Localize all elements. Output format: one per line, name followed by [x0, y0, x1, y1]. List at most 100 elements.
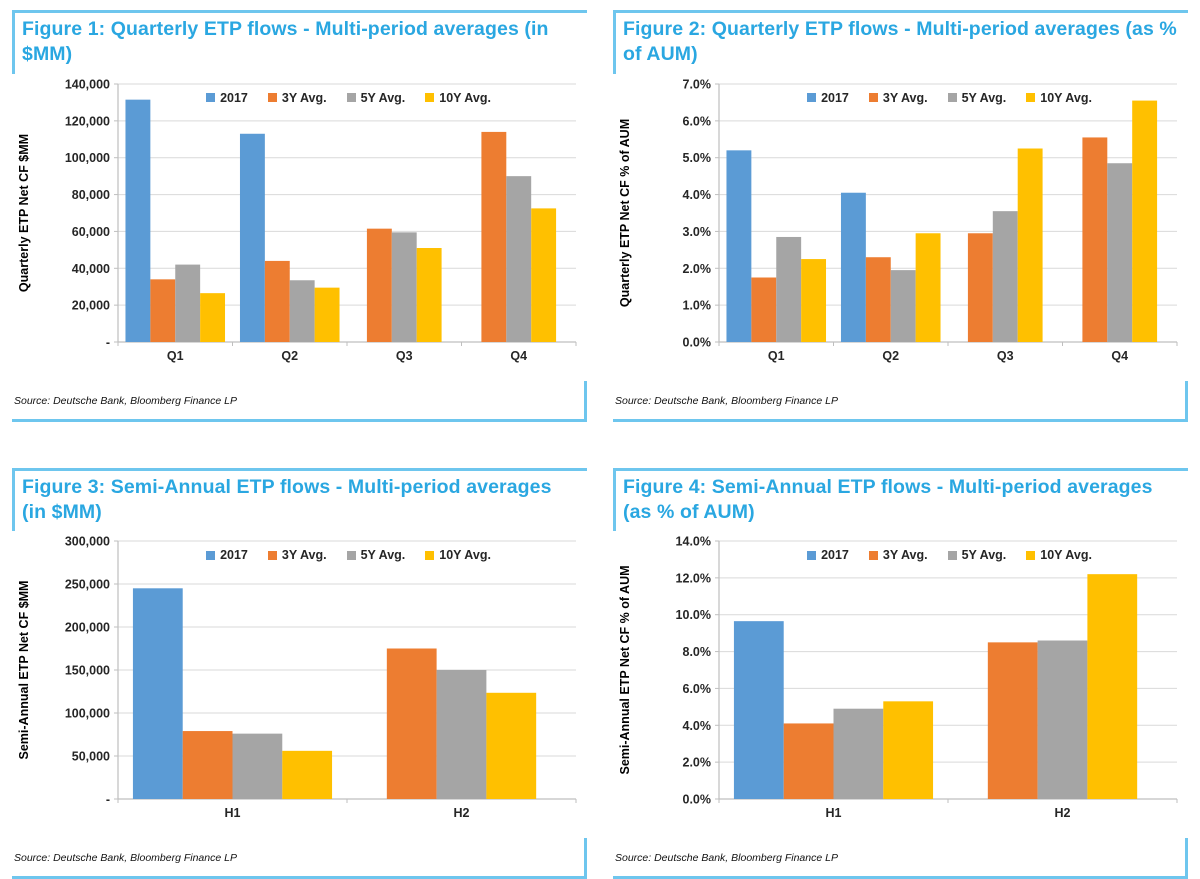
bar-10y-avg--q1	[200, 292, 226, 342]
x-tick-label: Q4	[510, 349, 527, 363]
bar-5y-avg--q4	[506, 175, 532, 342]
bar-3y-avg--h2	[386, 648, 437, 800]
bar-5y-avg--q3	[992, 210, 1018, 342]
y-axis-ticks: - 20,000 40,000 60,000 80,000 100,000 120,000 1…	[65, 77, 118, 349]
x-tick-label: H1	[225, 806, 241, 820]
y-tick-label: 6.0%	[683, 682, 712, 696]
y-axis-title: Semi-Annual ETP Net CF % of AUM	[618, 566, 632, 775]
bar-5y-avg--h1	[232, 734, 283, 800]
bar-3y-avg--q3	[366, 228, 392, 342]
bar-10y-avg--h2	[1087, 574, 1138, 800]
x-tick-label: H2	[454, 806, 470, 820]
y-tick-label: 140,000	[65, 78, 110, 92]
bar-chart-canvas: - 50,000 100,000 150,000 200,000 250,000 300,0…	[17, 535, 577, 820]
x-tick-label: Q2	[882, 349, 899, 363]
bar-10y-avg--q4	[1132, 100, 1158, 342]
figure-2-source: Source: Deutsche Bank, Bloomberg Finance…	[615, 394, 838, 407]
y-tick-label: 150,000	[65, 664, 110, 678]
x-tick-label: Q1	[167, 349, 184, 363]
bar-3y-avg--h1	[783, 723, 834, 800]
bar-5y-avg--h2	[1037, 640, 1088, 800]
bar-2017-q2	[239, 133, 265, 342]
figure-3-panel: Figure 3: Semi-Annual ETP flows - Multi-…	[12, 467, 587, 879]
y-tick-label: -	[106, 335, 110, 349]
y-tick-label: 100,000	[65, 151, 110, 165]
x-tick-label: Q3	[997, 349, 1014, 363]
bar-3y-avg--h1	[182, 731, 233, 800]
figure-4-panel: Figure 4: Semi-Annual ETP flows - Multi-…	[613, 467, 1188, 879]
y-tick-label: 100,000	[65, 707, 110, 721]
y-axis-ticks: 0.0% 2.0% 4.0% 6.0% 8.0% 10.0% 12.0% 14.0%	[676, 535, 719, 807]
y-tick-label: -	[106, 793, 110, 807]
y-axis-ticks: 0.0% 1.0% 2.0% 3.0% 4.0% 5.0% 6.0% 7.0%	[683, 77, 719, 349]
figure-1-chart: - 20,000 40,000 60,000 80,000 100,000 120,000 1…	[12, 77, 587, 375]
y-tick-label: 50,000	[72, 750, 110, 764]
bar-3y-avg--q2	[865, 256, 891, 342]
y-tick-label: 80,000	[72, 188, 110, 202]
bar-2017-q2	[840, 192, 866, 342]
bars: Q1 Q2 Q3 Q4	[117, 99, 577, 363]
figure-1-title: Figure 1: Quarterly ETP flows - Multi-pe…	[22, 18, 549, 66]
bar-3y-avg--q2	[264, 260, 290, 342]
bars: Q1 Q2 Q3 Q4	[718, 100, 1178, 363]
y-tick-label: 0.0%	[683, 793, 712, 807]
y-tick-label: 2.0%	[683, 261, 712, 275]
figure-3-title-bracket: Figure 3: Semi-Annual ETP flows - Multi-…	[12, 467, 587, 532]
figure-3-title: Figure 3: Semi-Annual ETP flows - Multi-…	[22, 475, 552, 524]
bar-10y-avg--q3	[416, 247, 442, 342]
y-tick-label: 120,000	[65, 114, 110, 128]
figure-3-chart: - 50,000 100,000 150,000 200,000 250,000 300,0…	[12, 535, 587, 832]
figure-4-footer-bracket: Source: Deutsche Bank, Bloomberg Finance…	[613, 838, 1188, 879]
bar-3y-avg--q4	[481, 131, 507, 342]
y-tick-label: 8.0%	[683, 645, 712, 659]
bar-2017-q1	[726, 150, 752, 342]
bar-5y-avg--q3	[391, 232, 417, 342]
y-tick-label: 12.0%	[676, 572, 711, 586]
bar-chart-canvas: - 20,000 40,000 60,000 80,000 100,000 120,000 1…	[17, 77, 577, 363]
bar-10y-avg--q3	[1017, 148, 1043, 342]
bar-2017-h1	[132, 588, 183, 800]
y-tick-label: 0.0%	[683, 335, 712, 349]
y-axis-title: Semi-Annual ETP Net CF $MM	[17, 581, 31, 760]
bar-5y-avg--h1	[833, 709, 884, 800]
figure-3-source: Source: Deutsche Bank, Bloomberg Finance…	[14, 852, 237, 865]
bar-5y-avg--q2	[289, 279, 315, 342]
bar-10y-avg--q1	[801, 258, 827, 342]
figure-4-source: Source: Deutsche Bank, Bloomberg Finance…	[615, 852, 838, 865]
figure-2-title: Figure 2: Quarterly ETP flows - Multi-pe…	[623, 18, 1177, 66]
x-tick-label: Q1	[768, 349, 785, 363]
bar-5y-avg--h2	[436, 670, 487, 800]
y-tick-label: 5.0%	[683, 151, 712, 165]
bar-5y-avg--q1	[776, 236, 802, 342]
y-tick-label: 60,000	[72, 225, 110, 239]
figure-2-chart: 0.0% 1.0% 2.0% 3.0% 4.0% 5.0% 6.0% 7.0% Q1 Q2 Q3 Q4…	[613, 77, 1188, 375]
y-tick-label: 3.0%	[683, 225, 712, 239]
figure-1-source: Source: Deutsche Bank, Bloomberg Finance…	[14, 394, 237, 407]
bar-chart-canvas: 0.0% 1.0% 2.0% 3.0% 4.0% 5.0% 6.0% 7.0% Q1 Q2 Q3 Q4…	[618, 77, 1178, 363]
y-tick-label: 14.0%	[676, 535, 711, 549]
bar-3y-avg--q3	[967, 232, 993, 342]
bar-10y-avg--h1	[883, 701, 934, 800]
bar-10y-avg--h1	[282, 751, 333, 800]
y-tick-label: 6.0%	[683, 114, 712, 128]
figure-4-chart: 0.0% 2.0% 4.0% 6.0% 8.0% 10.0% 12.0% 14.0% H1 H2 S…	[613, 535, 1188, 832]
figure-2-panel: Figure 2: Quarterly ETP flows - Multi-pe…	[613, 10, 1188, 422]
figure-1-footer-bracket: Source: Deutsche Bank, Bloomberg Finance…	[12, 380, 587, 422]
bar-3y-avg--h2	[987, 642, 1038, 800]
y-tick-label: 10.0%	[676, 609, 711, 623]
y-axis-title: Quarterly ETP Net CF % of AUM	[618, 119, 632, 307]
y-tick-label: 250,000	[65, 578, 110, 592]
figure-4-title-bracket: Figure 4: Semi-Annual ETP flows - Multi-…	[613, 467, 1188, 532]
bar-10y-avg--h2	[486, 693, 537, 800]
bar-5y-avg--q2	[890, 269, 916, 342]
y-tick-label: 40,000	[72, 261, 110, 275]
y-tick-label: 200,000	[65, 621, 110, 635]
figure-1-title-bracket: Figure 1: Quarterly ETP flows - Multi-pe…	[12, 10, 587, 74]
y-tick-label: 2.0%	[683, 756, 712, 770]
x-tick-label: Q4	[1111, 349, 1128, 363]
figure-3-footer-bracket: Source: Deutsche Bank, Bloomberg Finance…	[12, 838, 587, 879]
bar-2017-h1	[733, 621, 784, 800]
figure-1-panel: Figure 1: Quarterly ETP flows - Multi-pe…	[12, 10, 587, 422]
figure-2-title-bracket: Figure 2: Quarterly ETP flows - Multi-pe…	[613, 10, 1188, 74]
